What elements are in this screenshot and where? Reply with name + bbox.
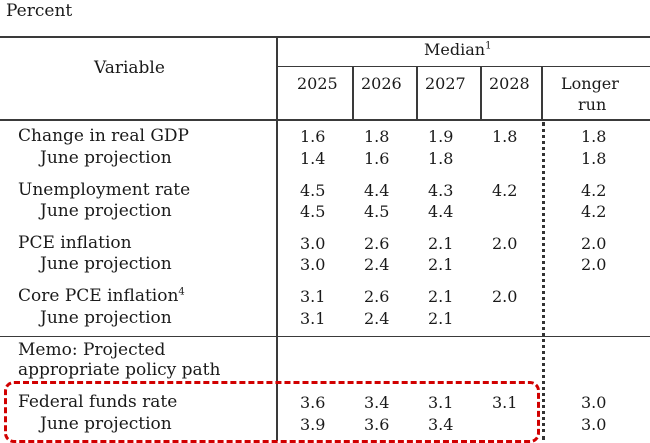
table-cell: 2.0 (492, 234, 518, 253)
row-label-june: June projection (40, 201, 172, 221)
table-cell: 2.1 (428, 255, 454, 274)
table-cell: 3.1 (492, 393, 518, 412)
longer-run-header-line2: run (578, 95, 607, 114)
year-divider-3 (480, 66, 482, 120)
table-cell: 3.6 (300, 393, 326, 412)
year-header-2027: 2027 (425, 74, 466, 93)
table-cell: 2.6 (364, 287, 390, 306)
table-cell: 4.2 (581, 181, 607, 200)
row-label-pce: PCE inflation (18, 233, 132, 253)
table-cell: 3.0 (581, 415, 607, 434)
core-pce-footnote: 4 (178, 286, 185, 298)
table-cell: 3.4 (364, 393, 390, 412)
table-cell: 4.4 (364, 181, 390, 200)
row-label-unemployment: Unemployment rate (18, 180, 191, 200)
year-header-2025: 2025 (297, 74, 338, 93)
memo-line1: Memo: Projected (18, 340, 166, 360)
fed-funds-highlight-box (4, 381, 540, 443)
row-label-june: June projection (40, 254, 172, 274)
core-pce-label: Core PCE inflation (18, 286, 179, 306)
table-cell: 4.4 (428, 202, 454, 221)
table-cell: 4.5 (300, 181, 326, 200)
table-cell: 3.1 (300, 309, 326, 328)
table-cell: 2.4 (364, 309, 390, 328)
row-label-fed-funds: Federal funds rate (18, 392, 178, 412)
longer-run-dotted-divider (542, 122, 545, 440)
table-cell: 3.1 (300, 287, 326, 306)
table-cell: 2.1 (428, 287, 454, 306)
median-footnote: 1 (485, 40, 492, 52)
table-cell: 4.5 (300, 202, 326, 221)
year-header-2028: 2028 (489, 74, 530, 93)
table-cell: 1.8 (581, 127, 607, 146)
table-cell: 4.3 (428, 181, 454, 200)
table-cell: 4.2 (581, 202, 607, 221)
table-cell: 2.0 (492, 287, 518, 306)
table-top-rule (0, 36, 650, 38)
table-cell: 3.4 (428, 415, 454, 434)
row-label-june: June projection (40, 414, 172, 434)
table-cell: 2.4 (364, 255, 390, 274)
row-label-june: June projection (40, 308, 172, 328)
table-cell: 3.0 (300, 234, 326, 253)
table-cell: 2.1 (428, 309, 454, 328)
memo-line2: appropriate policy path (18, 360, 221, 380)
median-header: Median1 (424, 40, 491, 59)
table-cell: 1.8 (492, 127, 518, 146)
memo-separator-rule (0, 336, 650, 337)
table-cell: 1.4 (300, 149, 326, 168)
longer-run-header-line1: Longer (561, 74, 619, 93)
table-cell: 1.8 (364, 127, 390, 146)
table-cell: 2.0 (581, 255, 607, 274)
year-divider-1 (352, 66, 354, 120)
variable-column-divider (276, 36, 278, 441)
table-cell: 3.0 (300, 255, 326, 274)
header-bottom-rule (0, 119, 650, 121)
table-cell: 1.6 (300, 127, 326, 146)
table-cell: 1.8 (428, 149, 454, 168)
year-divider-2 (416, 66, 418, 120)
table-cell: 4.5 (364, 202, 390, 221)
table-cell: 1.8 (581, 149, 607, 168)
table-cell: 2.6 (364, 234, 390, 253)
variable-header: Variable (94, 58, 165, 78)
year-header-2026: 2026 (361, 74, 402, 93)
table-cell: 3.0 (581, 393, 607, 412)
table-cell: 2.0 (581, 234, 607, 253)
unit-label: Percent (6, 1, 73, 21)
table-cell: 1.9 (428, 127, 454, 146)
row-label-june: June projection (40, 148, 172, 168)
row-label-gdp: Change in real GDP (18, 126, 189, 146)
table-cell: 1.6 (364, 149, 390, 168)
row-label-core-pce: Core PCE inflation4 (18, 286, 185, 306)
table-cell: 4.2 (492, 181, 518, 200)
table-cell: 3.9 (300, 415, 326, 434)
table-cell: 3.6 (364, 415, 390, 434)
year-divider-4 (541, 66, 543, 120)
median-underline (278, 66, 650, 67)
median-label: Median (424, 40, 486, 59)
table-cell: 3.1 (428, 393, 454, 412)
table-cell: 2.1 (428, 234, 454, 253)
